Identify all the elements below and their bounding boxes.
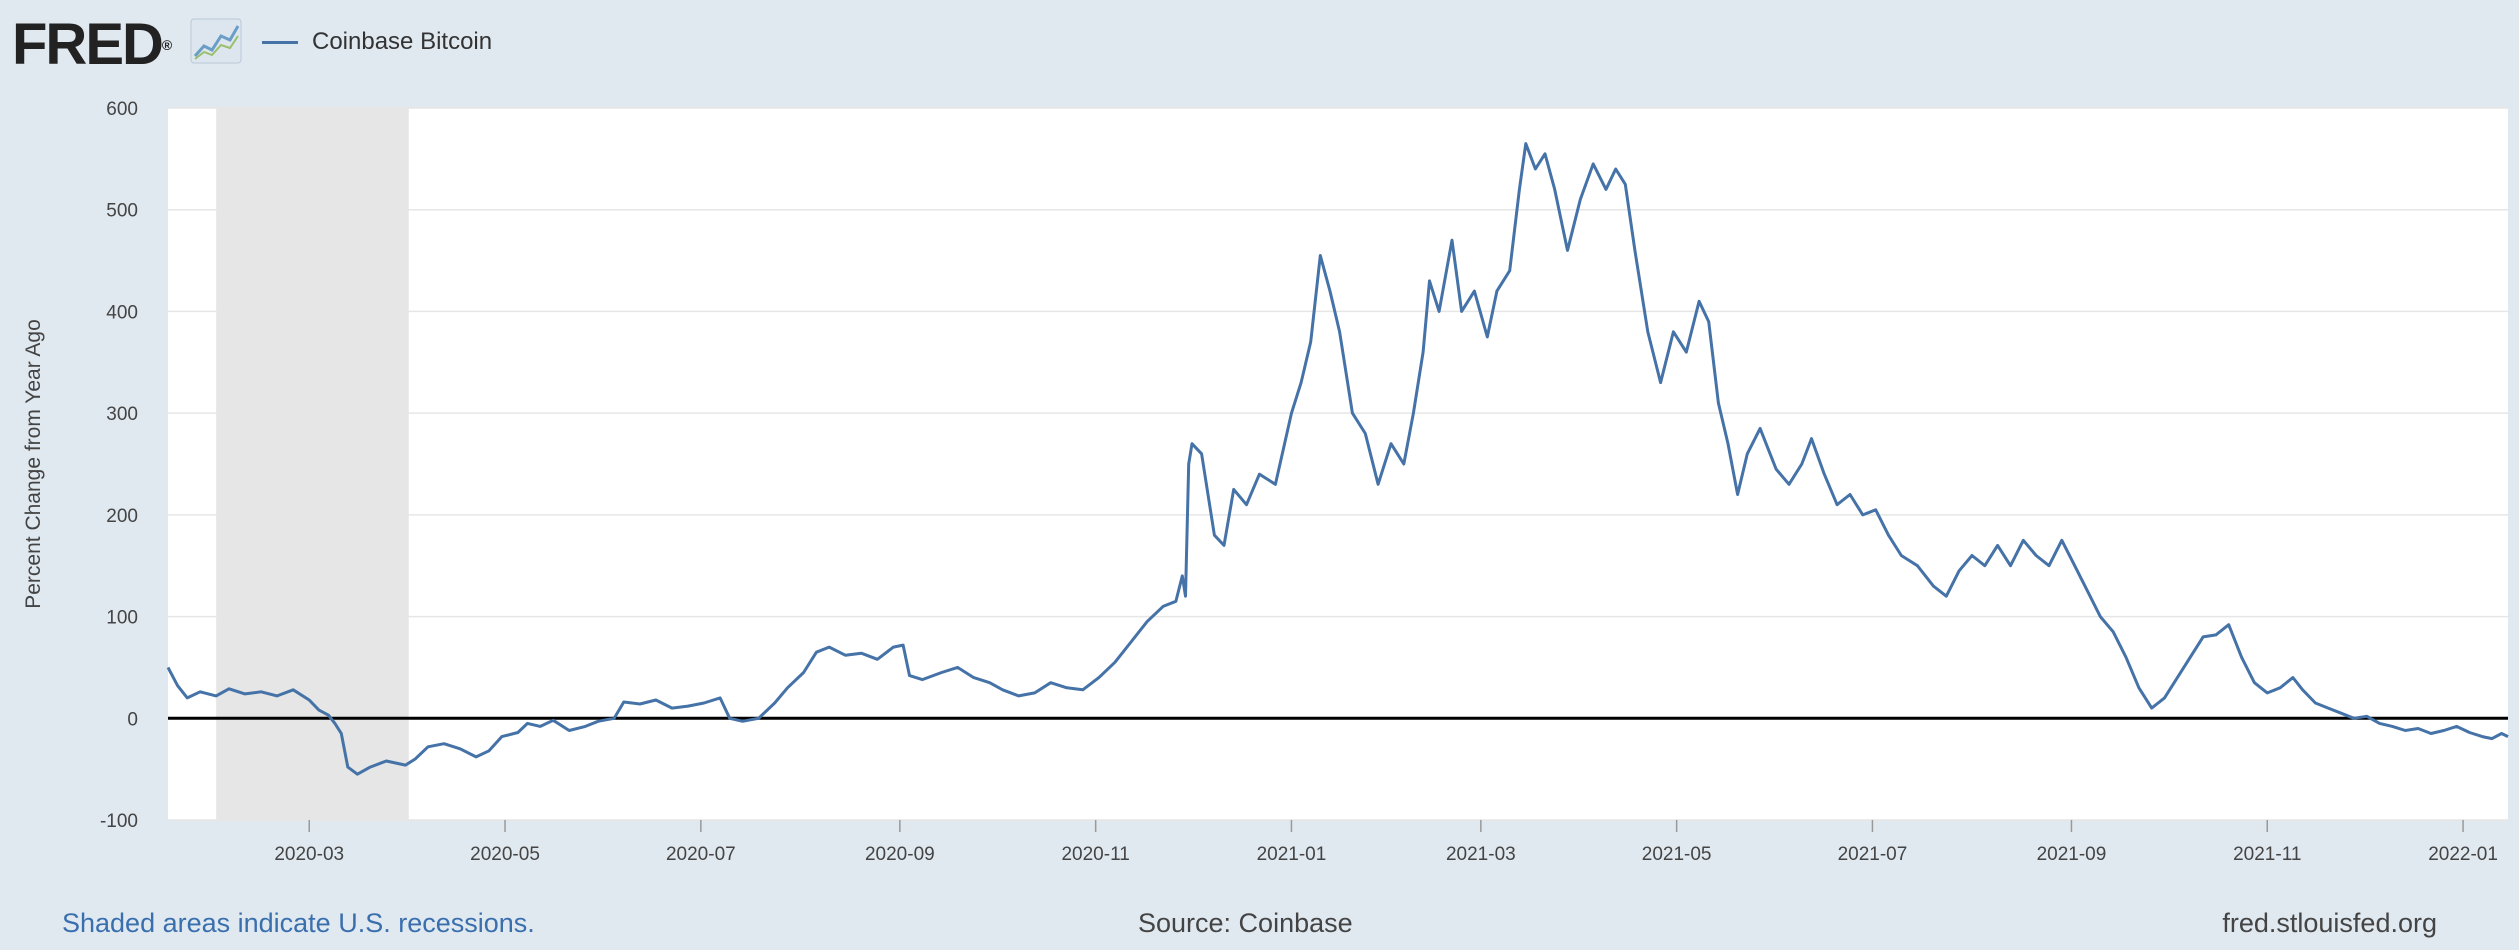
legend-label: Coinbase Bitcoin: [312, 28, 493, 55]
plot-area-background: [168, 108, 2508, 820]
fred-logo-text: FRED: [12, 12, 164, 77]
x-tick-label: 2020-03: [274, 844, 344, 865]
line-chart-icon: [190, 18, 242, 64]
y-tick-label: 600: [106, 99, 138, 120]
x-tick-label: 2020-07: [666, 844, 736, 865]
y-axis-ticks: -100 0 100 200 300 400 500 600: [100, 99, 138, 832]
x-tick-label: 2021-01: [1257, 844, 1327, 865]
x-tick-label: 2021-03: [1446, 844, 1516, 865]
x-tick-label: 2021-05: [1642, 844, 1712, 865]
recession-band: [216, 108, 409, 820]
y-tick-label: -100: [100, 811, 138, 832]
y-tick-label: 100: [106, 608, 138, 629]
x-tick-label: 2021-11: [2233, 844, 2301, 865]
y-axis-title: Percent Change from Year Ago: [22, 319, 45, 609]
x-tick-label: 2020-09: [865, 844, 935, 865]
chart-legend: Coinbase Bitcoin: [262, 22, 492, 62]
chart-header: FRED® Coinbase Bitcoin: [0, 0, 2519, 90]
x-tick-label: 2021-09: [2037, 844, 2107, 865]
y-tick-label: 0: [127, 709, 138, 730]
y-tick-label: 200: [106, 506, 138, 527]
x-tick-label: 2022-01: [2428, 844, 2498, 865]
site-link[interactable]: fred.stlouisfed.org: [2222, 908, 2437, 938]
x-tick-label: 2021-07: [1838, 844, 1908, 865]
recession-note-link[interactable]: Shaded areas indicate U.S. recessions.: [62, 908, 535, 938]
recession-shading: [216, 108, 409, 820]
source-note: Source: Coinbase: [1138, 908, 1353, 938]
legend-line-swatch: [262, 40, 298, 44]
x-tick-label: 2020-05: [470, 844, 540, 865]
x-tick-label: 2020-11: [1061, 844, 1129, 865]
fred-logo[interactable]: FRED®: [12, 12, 173, 77]
x-axis-ticks: 2020-03 2020-05 2020-07 2020-09 2020-11 2021-…: [274, 820, 2498, 865]
y-tick-label: 400: [106, 302, 138, 323]
y-tick-label: 500: [106, 201, 138, 222]
series-line-coinbase-bitcoin[interactable]: [166, 142, 2509, 776]
y-tick-label: 300: [106, 404, 138, 425]
